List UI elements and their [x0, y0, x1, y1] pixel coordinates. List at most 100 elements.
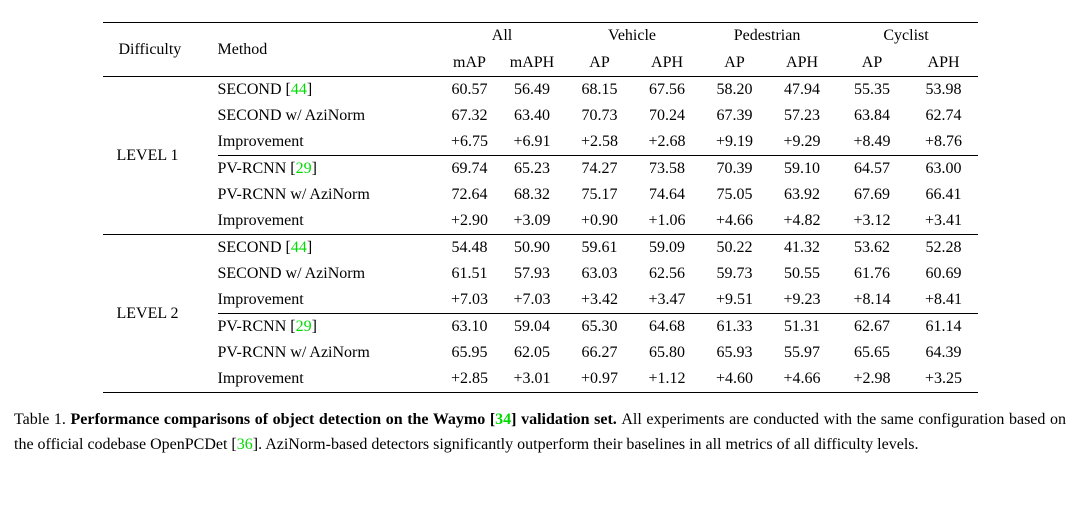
metric-value: 65.65 [854, 344, 891, 361]
metric-value: 65.30 [581, 318, 618, 335]
metric-value: 64.57 [854, 160, 891, 177]
method-cell: PV-RCNN w/ AziNorm [217, 186, 370, 203]
metric-value: 73.58 [649, 160, 686, 177]
metric-value: 50.22 [716, 239, 753, 256]
metric-value: +3.42 [564, 287, 635, 314]
metric-value: 58.20 [716, 81, 753, 98]
metric-value: 62.56 [649, 265, 686, 282]
metric-value: +3.12 [853, 212, 891, 229]
metric-value: 41.32 [784, 239, 821, 256]
metric-value: 74.64 [649, 186, 686, 203]
metric-value: +6.91 [499, 129, 565, 156]
metric-value: 70.24 [649, 107, 686, 124]
results-table-container: Difficulty Method All Vehicle Pedestrian… [102, 22, 978, 393]
metric-value: +9.29 [769, 129, 835, 156]
metric-value: 61.33 [716, 318, 753, 335]
metric-value: +8.49 [834, 129, 910, 156]
metric-value: 50.90 [514, 239, 550, 256]
metric-value: 55.97 [784, 344, 821, 361]
metric-value: 53.98 [925, 81, 962, 98]
table-row: PV-RCNN [29] 63.10 59.04 65.30 64.68 61.33 51.… [103, 314, 978, 341]
method-cell: Improvement [217, 212, 304, 229]
metric-value: +9.23 [769, 287, 835, 314]
metric-value: 61.76 [854, 265, 891, 282]
method-cell: SECOND w/ AziNorm [217, 265, 366, 282]
metric-value: +2.85 [450, 370, 489, 387]
method-cell: PV-RCNN [29] [217, 318, 317, 335]
metric-value: 63.00 [925, 160, 962, 177]
difficulty-label: LEVEL 2 [116, 304, 179, 322]
col-group-vehicle: Vehicle [608, 27, 657, 44]
col-header-pedestrian-aph: APH [786, 54, 819, 71]
citation-link[interactable]: 29 [295, 160, 312, 177]
metric-value: +4.66 [783, 370, 821, 387]
col-header-vehicle-aph: APH [651, 54, 684, 71]
citation-link[interactable]: 44 [290, 81, 307, 98]
citation-link[interactable]: 44 [290, 239, 307, 256]
citation-link[interactable]: 34 [495, 411, 512, 428]
method-cell: SECOND w/ AziNorm [217, 107, 366, 124]
metric-value: +8.41 [909, 287, 978, 314]
metric-value: +2.58 [564, 129, 635, 156]
metric-value: 68.32 [514, 186, 550, 203]
table-row: Improvement +2.90 +3.09 +0.90 +1.06 +4.66 +4.8… [103, 208, 978, 235]
metric-value: +3.09 [513, 212, 551, 229]
metric-value: 74.27 [581, 160, 618, 177]
method-cell: PV-RCNN [29] [217, 160, 317, 177]
metric-value: 61.14 [925, 318, 962, 335]
difficulty-label: LEVEL 1 [116, 146, 179, 164]
table-row: Improvement +7.03 +7.03 +3.42 +3.47 +9.51 +9.2… [103, 287, 978, 314]
table-row: LEVEL 2 SECOND [44] 54.48 50.90 59.61 59.09 50… [103, 235, 978, 322]
method-cell: Improvement [217, 370, 304, 387]
metric-value: 69.74 [451, 160, 488, 177]
metric-value: +1.12 [648, 370, 686, 387]
col-header-difficulty: Difficulty [118, 40, 182, 58]
citation-link[interactable]: 36 [236, 435, 253, 453]
caption-text: ]. AziNorm-based detectors significantly… [252, 435, 919, 453]
metric-value: 70.73 [581, 107, 618, 124]
metric-value: +9.19 [699, 129, 770, 156]
metric-value: 63.03 [581, 265, 618, 282]
metric-value: 63.92 [784, 186, 821, 203]
method-cell: SECOND [44] [217, 81, 313, 98]
metric-value: 60.57 [451, 81, 488, 98]
table-row: PV-RCNN [29] 69.74 65.23 74.27 73.58 70.39 59.… [103, 156, 978, 183]
metric-value: +7.03 [439, 287, 500, 314]
metric-value: 66.27 [581, 344, 618, 361]
metric-value: +4.66 [716, 212, 754, 229]
metric-value: +0.90 [581, 212, 619, 229]
metric-value: +3.01 [513, 370, 551, 387]
table-row: PV-RCNN w/ AziNorm 65.95 62.05 66.27 65.80 65… [103, 340, 978, 366]
citation-link[interactable]: 29 [295, 318, 312, 335]
metric-value: 75.05 [716, 186, 753, 203]
caption-text: Table 1. [14, 411, 71, 428]
metric-value: +4.82 [783, 212, 821, 229]
table-row: SECOND w/ AziNorm 61.51 57.93 63.03 62.56 59.… [103, 261, 978, 287]
metric-value: 75.17 [581, 186, 618, 203]
metric-value: +6.75 [439, 129, 500, 156]
metric-value: 55.35 [854, 81, 891, 98]
method-cell: SECOND [44] [217, 239, 313, 256]
metric-value: 68.15 [581, 81, 618, 98]
col-header-maph: mAPH [509, 54, 555, 71]
metric-value: 64.39 [925, 344, 962, 361]
metric-value: 47.94 [784, 81, 821, 98]
metric-value: +3.47 [634, 287, 700, 314]
section-level1: LEVEL 1 SECOND [44] 60.57 56.49 68.15 67.56 58… [102, 77, 978, 235]
table-row: PV-RCNN w/ AziNorm 72.64 68.32 75.17 74.64 75… [103, 182, 978, 208]
col-group-cyclist: Cyclist [883, 27, 929, 44]
section-level2: LEVEL 2 SECOND [44] 54.48 50.90 59.61 59.09 50… [103, 235, 978, 393]
metric-value: +2.90 [450, 212, 489, 229]
col-header-cyclist-ap: AP [861, 54, 883, 71]
method-cell: PV-RCNN w/ AziNorm [217, 344, 370, 361]
table-row: LEVEL 1 SECOND [44] 60.57 56.49 68.15 67.56 58… [103, 77, 978, 164]
metric-value: +4.60 [716, 370, 754, 387]
metric-value: 67.56 [649, 81, 686, 98]
metric-value: 62.67 [854, 318, 891, 335]
metric-value: 60.69 [925, 265, 962, 282]
table-row: Improvement +2.85 +3.01 +0.97 +1.12 +4.60 +4.6… [103, 366, 978, 393]
metric-value: 59.73 [716, 265, 753, 282]
table-header: Difficulty Method All Vehicle Pedestrian… [102, 23, 978, 77]
col-header-method: Method [217, 40, 268, 58]
col-group-all: All [491, 27, 513, 44]
